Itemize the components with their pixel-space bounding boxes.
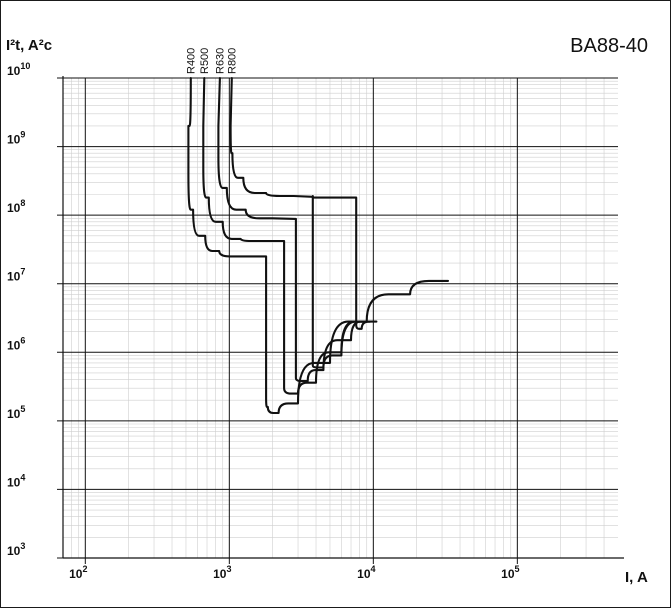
series-labels: R400 R500 R630 R800: [185, 48, 238, 74]
x-axis-title: I, A: [625, 569, 648, 586]
major-grid: [57, 76, 624, 564]
series-cutoff-line: [311, 194, 378, 330]
y-tick-label: 107: [7, 267, 25, 284]
y-tick-label: 106: [7, 335, 25, 352]
tick-labels: 102 103 104 105 103 104 105 106 107 108 109 1010: [7, 61, 520, 581]
y-axis-title: I²t, A²c: [6, 37, 52, 54]
y-tick-label: 103: [7, 541, 25, 558]
y-tick-label: 108: [7, 198, 25, 215]
chart-title: BA88-40: [570, 35, 648, 57]
y-tick-label: 105: [7, 404, 25, 421]
series-label-r500: R500: [199, 48, 211, 74]
series-r630-line: [217, 76, 372, 383]
y-tick-label: 104: [7, 472, 25, 489]
x-tick-label: 102: [69, 564, 87, 581]
x-tick-label: 104: [357, 564, 375, 581]
series-label-r630: R630: [214, 48, 226, 74]
x-tick-label: 105: [501, 564, 519, 581]
y-tick-label: 1010: [7, 61, 30, 78]
minor-grid: [63, 78, 618, 558]
x-tick-label: 103: [213, 564, 231, 581]
series-label-r400: R400: [185, 48, 197, 74]
series-layer: [187, 76, 450, 415]
series-label-r800: R800: [226, 48, 238, 74]
series-r500-line: [202, 76, 368, 395]
y-tick-label: 109: [7, 130, 25, 147]
series-r800-line: [229, 76, 372, 369]
